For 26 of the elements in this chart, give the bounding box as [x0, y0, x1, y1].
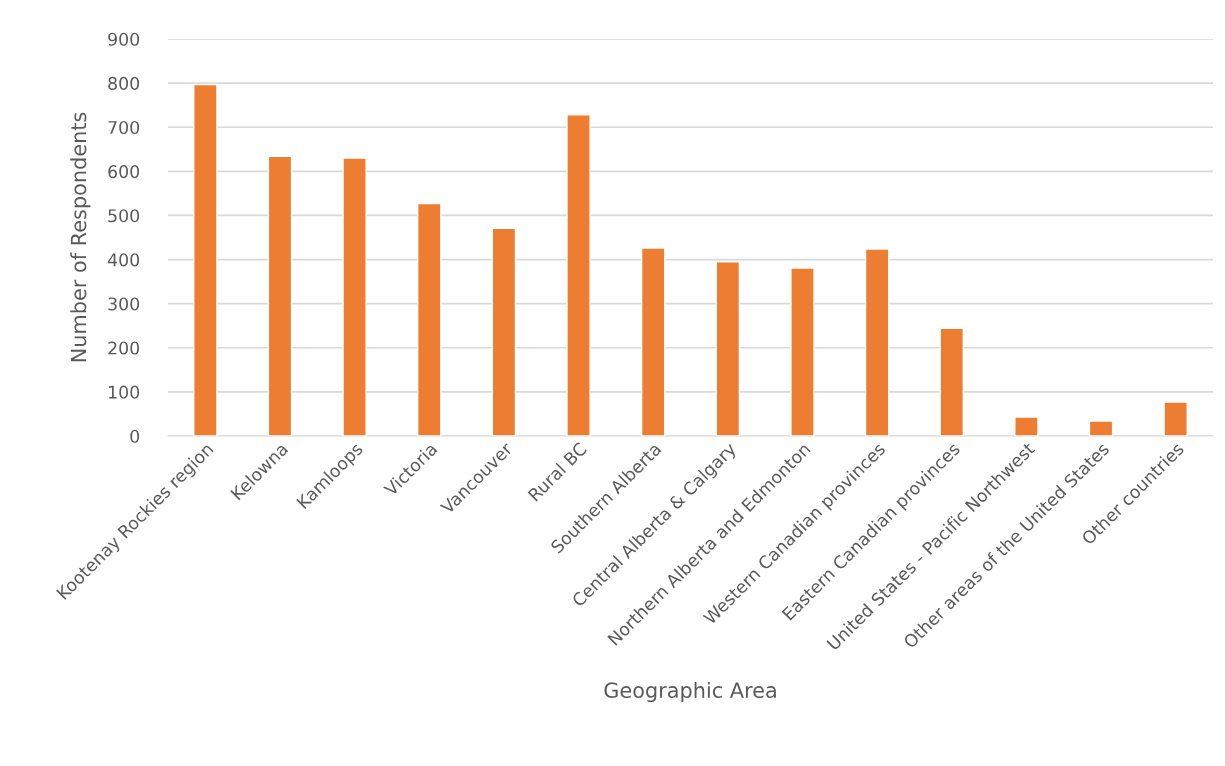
bar	[1088, 420, 1114, 436]
bar	[640, 247, 666, 436]
bar	[790, 267, 815, 436]
bar	[416, 202, 442, 436]
bar	[1163, 401, 1188, 436]
bar	[1014, 416, 1039, 436]
y-tick-label: 300	[108, 297, 140, 311]
y-tick-label: 0	[130, 429, 140, 443]
x-axis-title: Geographic Area	[604, 681, 776, 703]
y-tick-label: 100	[108, 385, 140, 399]
y-tick-label: 600	[108, 165, 140, 179]
y-tick-label: 800	[108, 76, 140, 90]
bar	[566, 114, 591, 436]
bar	[864, 248, 890, 436]
bar	[491, 227, 517, 436]
bar	[193, 83, 218, 436]
y-tick-label: 700	[108, 120, 140, 135]
y-tick-label: 900	[108, 32, 140, 46]
bar	[939, 327, 965, 436]
y-tick-label: 200	[108, 341, 140, 355]
bar	[267, 155, 293, 436]
y-tick-label: 400	[107, 253, 140, 267]
bar	[342, 157, 367, 436]
y-axis-title: Number of Respondents	[70, 112, 91, 362]
y-tick-label: 500	[108, 209, 140, 223]
bar	[715, 261, 741, 436]
